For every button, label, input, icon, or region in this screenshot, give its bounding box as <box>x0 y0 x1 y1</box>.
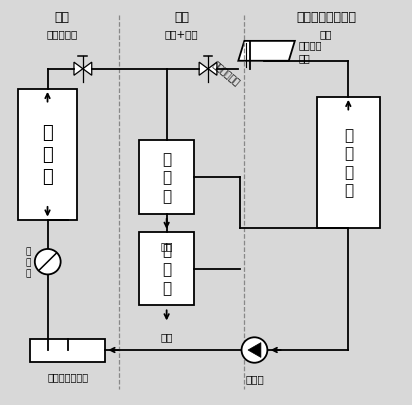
Text: 二氧化碳加热器: 二氧化碳加热器 <box>47 371 88 381</box>
Bar <box>18 90 77 220</box>
Text: 液体: 液体 <box>320 29 332 39</box>
Bar <box>30 339 105 362</box>
Bar <box>139 141 194 214</box>
Text: 高压泵: 高压泵 <box>245 373 264 383</box>
Bar <box>317 97 379 228</box>
Text: 产品: 产品 <box>160 240 173 250</box>
Bar <box>139 232 194 306</box>
Text: 气体+液体: 气体+液体 <box>165 29 199 39</box>
Polygon shape <box>208 63 217 76</box>
Polygon shape <box>248 343 261 358</box>
Polygon shape <box>199 63 208 76</box>
Text: 产品: 产品 <box>160 331 173 341</box>
Text: 二氧化碳液化: 二氧化碳液化 <box>210 60 241 87</box>
Text: 超临界流体: 超临界流体 <box>46 29 77 39</box>
Text: 分
离
器: 分 离 器 <box>162 243 171 295</box>
Text: 萃
取
罐: 萃 取 罐 <box>42 124 53 186</box>
Text: 二氧化碳
储罐: 二氧化碳 储罐 <box>299 40 322 63</box>
Circle shape <box>241 337 267 363</box>
Text: 流
量
计: 流 量 计 <box>26 247 31 277</box>
Text: 中
间
储
罐: 中 间 储 罐 <box>344 128 353 198</box>
Circle shape <box>35 249 61 275</box>
Text: 分
离
器: 分 离 器 <box>162 151 171 204</box>
Text: 提取: 提取 <box>54 11 69 24</box>
Polygon shape <box>83 63 92 76</box>
Text: 分离: 分离 <box>174 11 189 24</box>
Polygon shape <box>74 63 83 76</box>
Polygon shape <box>238 42 295 62</box>
Text: 二氧化碳回收循环: 二氧化碳回收循环 <box>296 11 356 24</box>
